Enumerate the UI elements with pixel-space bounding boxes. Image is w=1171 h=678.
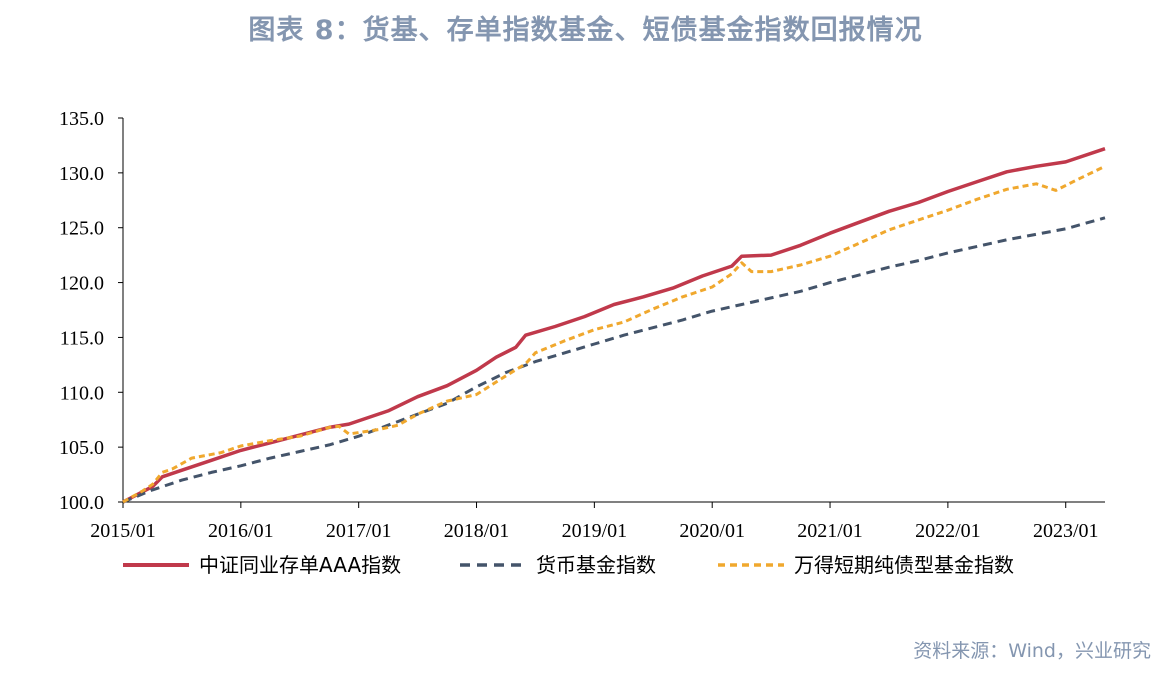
y-tick-label: 125.0 [59,218,104,240]
legend-label: 万得短期纯债型基金指数 [794,553,1014,577]
x-tick-label: 2019/01 [562,520,628,542]
series-line-2 [122,216,1106,504]
x-tick-label: 2020/01 [679,520,745,542]
legend-label: 货币基金指数 [536,553,656,577]
x-tick-label: 2021/01 [797,520,863,542]
y-tick-label: 120.0 [59,273,104,295]
y-tick-label: 100.0 [59,492,104,514]
x-tick-label: 2018/01 [444,520,510,542]
series-line-1 [122,147,1106,504]
series-line-3 [122,164,1106,504]
y-tick-label: 135.0 [59,108,104,130]
x-tick-label: 2016/01 [208,520,274,542]
y-tick-label: 115.0 [60,327,104,349]
x-tick-label: 2023/01 [1033,520,1099,542]
y-tick-label: 130.0 [59,163,104,185]
x-tick-label: 2017/01 [326,520,392,542]
legend-label: 中证同业存单AAA指数 [199,553,401,577]
chart-title: 图表 8：货基、存单指数基金、短债基金指数回报情况 [248,15,923,46]
source-note: 资料来源：Wind，兴业研究 [913,640,1151,662]
y-tick-label: 105.0 [59,437,104,459]
y-tick-label: 110.0 [60,382,104,404]
x-tick-label: 2022/01 [915,520,981,542]
x-tick-label: 2015/01 [90,520,156,542]
